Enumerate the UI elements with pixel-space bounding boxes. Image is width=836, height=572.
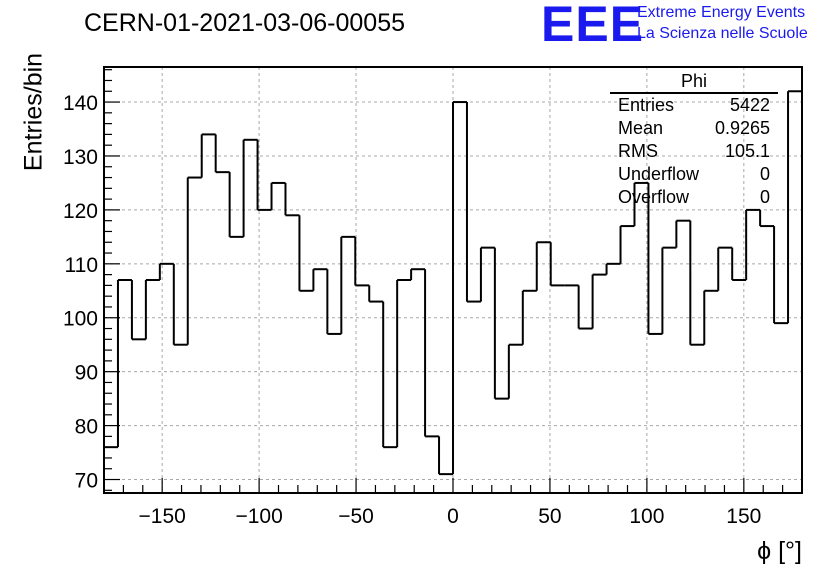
histogram-bin (717, 246, 733, 291)
x-tick-label: 0 (447, 505, 459, 528)
stats-title: Phi (610, 70, 778, 94)
stats-value: 105.1 (724, 141, 770, 161)
histogram-bin (242, 138, 258, 237)
histogram-bin (493, 247, 509, 400)
histogram-bin (186, 176, 202, 345)
histogram-bin (549, 242, 565, 287)
histogram-bin (312, 268, 328, 291)
stats-label: Mean (618, 118, 664, 138)
stats-row-rms: RMS 105.1 (610, 140, 778, 163)
stats-box: Phi Entries 5422 Mean 0.9265 RMS 105.1 U… (610, 70, 778, 209)
y-tick-label: 70 (75, 470, 98, 493)
stats-label: RMS (618, 141, 658, 161)
histogram-bin (675, 219, 691, 248)
stats-value: 0.9265 (714, 118, 770, 138)
histogram-bin (214, 134, 230, 174)
tick-labels: −150 −100 −50 0 50 100 150 70 80 90 100 110 120 130 14… (63, 92, 761, 528)
histogram-bin (773, 226, 789, 325)
stats-row-overflow: Overflow 0 (610, 186, 778, 209)
histogram-bin (479, 246, 495, 302)
y-tick-label: 80 (75, 416, 98, 439)
histogram-bin (172, 263, 188, 346)
histogram-bin (144, 279, 160, 340)
histogram-bin (647, 182, 663, 335)
histogram-bin (633, 181, 649, 227)
histogram-bin (228, 172, 244, 238)
histogram-bin (116, 279, 132, 448)
histogram-bin (410, 268, 426, 280)
histogram-bin (130, 280, 146, 341)
stats-label: Entries (618, 95, 675, 115)
histogram-bin (298, 215, 314, 292)
y-tick-label: 90 (75, 362, 98, 385)
y-tick-label: 100 (63, 308, 98, 331)
histogram-bin (284, 182, 300, 217)
stats-row-mean: Mean 0.9265 (610, 117, 778, 140)
histogram-bin (521, 289, 537, 345)
logo-caption-line1: Extreme Energy Events (637, 4, 806, 21)
histogram-bin (256, 139, 272, 211)
histogram-bin (270, 181, 286, 210)
axis-ticks (103, 69, 803, 493)
stats-value: 0 (759, 187, 770, 207)
stats-row-underflow: Underflow 0 (610, 163, 778, 186)
y-tick-label: 130 (63, 146, 98, 169)
histogram-bin (424, 269, 440, 438)
histogram-bin (591, 273, 607, 329)
histogram-bin (745, 208, 761, 280)
x-tick-label: 100 (629, 505, 664, 528)
histogram-bin (368, 285, 384, 303)
y-tick-label: 120 (63, 200, 98, 223)
histogram-bin (200, 133, 216, 178)
stats-row-entries: Entries 5422 (610, 94, 778, 117)
histogram-bin (703, 289, 719, 345)
histogram-bin (396, 279, 412, 448)
x-tick-label: −50 (338, 505, 374, 528)
stats-label: Underflow (618, 164, 700, 184)
histogram-bin (577, 285, 593, 330)
stats-value: 5422 (729, 95, 770, 115)
histogram-bin (535, 241, 551, 291)
histogram-bin (507, 343, 523, 399)
histogram-series (104, 90, 802, 476)
eee-logo: EEE (541, 0, 645, 52)
x-axis-title: ϕ [°] (757, 537, 802, 565)
histogram-bin (438, 436, 453, 476)
histogram-bin (326, 269, 342, 335)
histogram-bin (759, 209, 775, 228)
stats-value: 0 (759, 164, 770, 184)
y-tick-label: 110 (65, 254, 98, 277)
y-axis-title: Entries/bin (19, 52, 48, 172)
histogram-bin (354, 236, 370, 287)
histogram-bin (465, 102, 481, 303)
logo-caption-line2: La Scienza nelle Scuole (637, 25, 808, 42)
histogram-bin (619, 225, 635, 264)
histogram-bin (605, 262, 621, 275)
histogram-bin (689, 220, 705, 346)
run-title: CERN-01-2021-03-06-00055 (84, 9, 406, 37)
x-tick-label: −100 (235, 505, 282, 528)
stats-label: Overflow (618, 187, 690, 207)
histogram-bin (452, 101, 467, 475)
x-tick-label: 50 (538, 505, 561, 528)
histogram-bin (787, 90, 802, 324)
histogram-bin (661, 246, 677, 334)
y-tick-label: 140 (63, 92, 98, 115)
histogram-bin (731, 247, 747, 281)
histogram-bin (382, 301, 398, 449)
histogram-bin (340, 235, 356, 334)
x-tick-label: 150 (726, 505, 761, 528)
x-tick-label: −150 (139, 505, 186, 528)
histogram-bin (158, 262, 174, 280)
